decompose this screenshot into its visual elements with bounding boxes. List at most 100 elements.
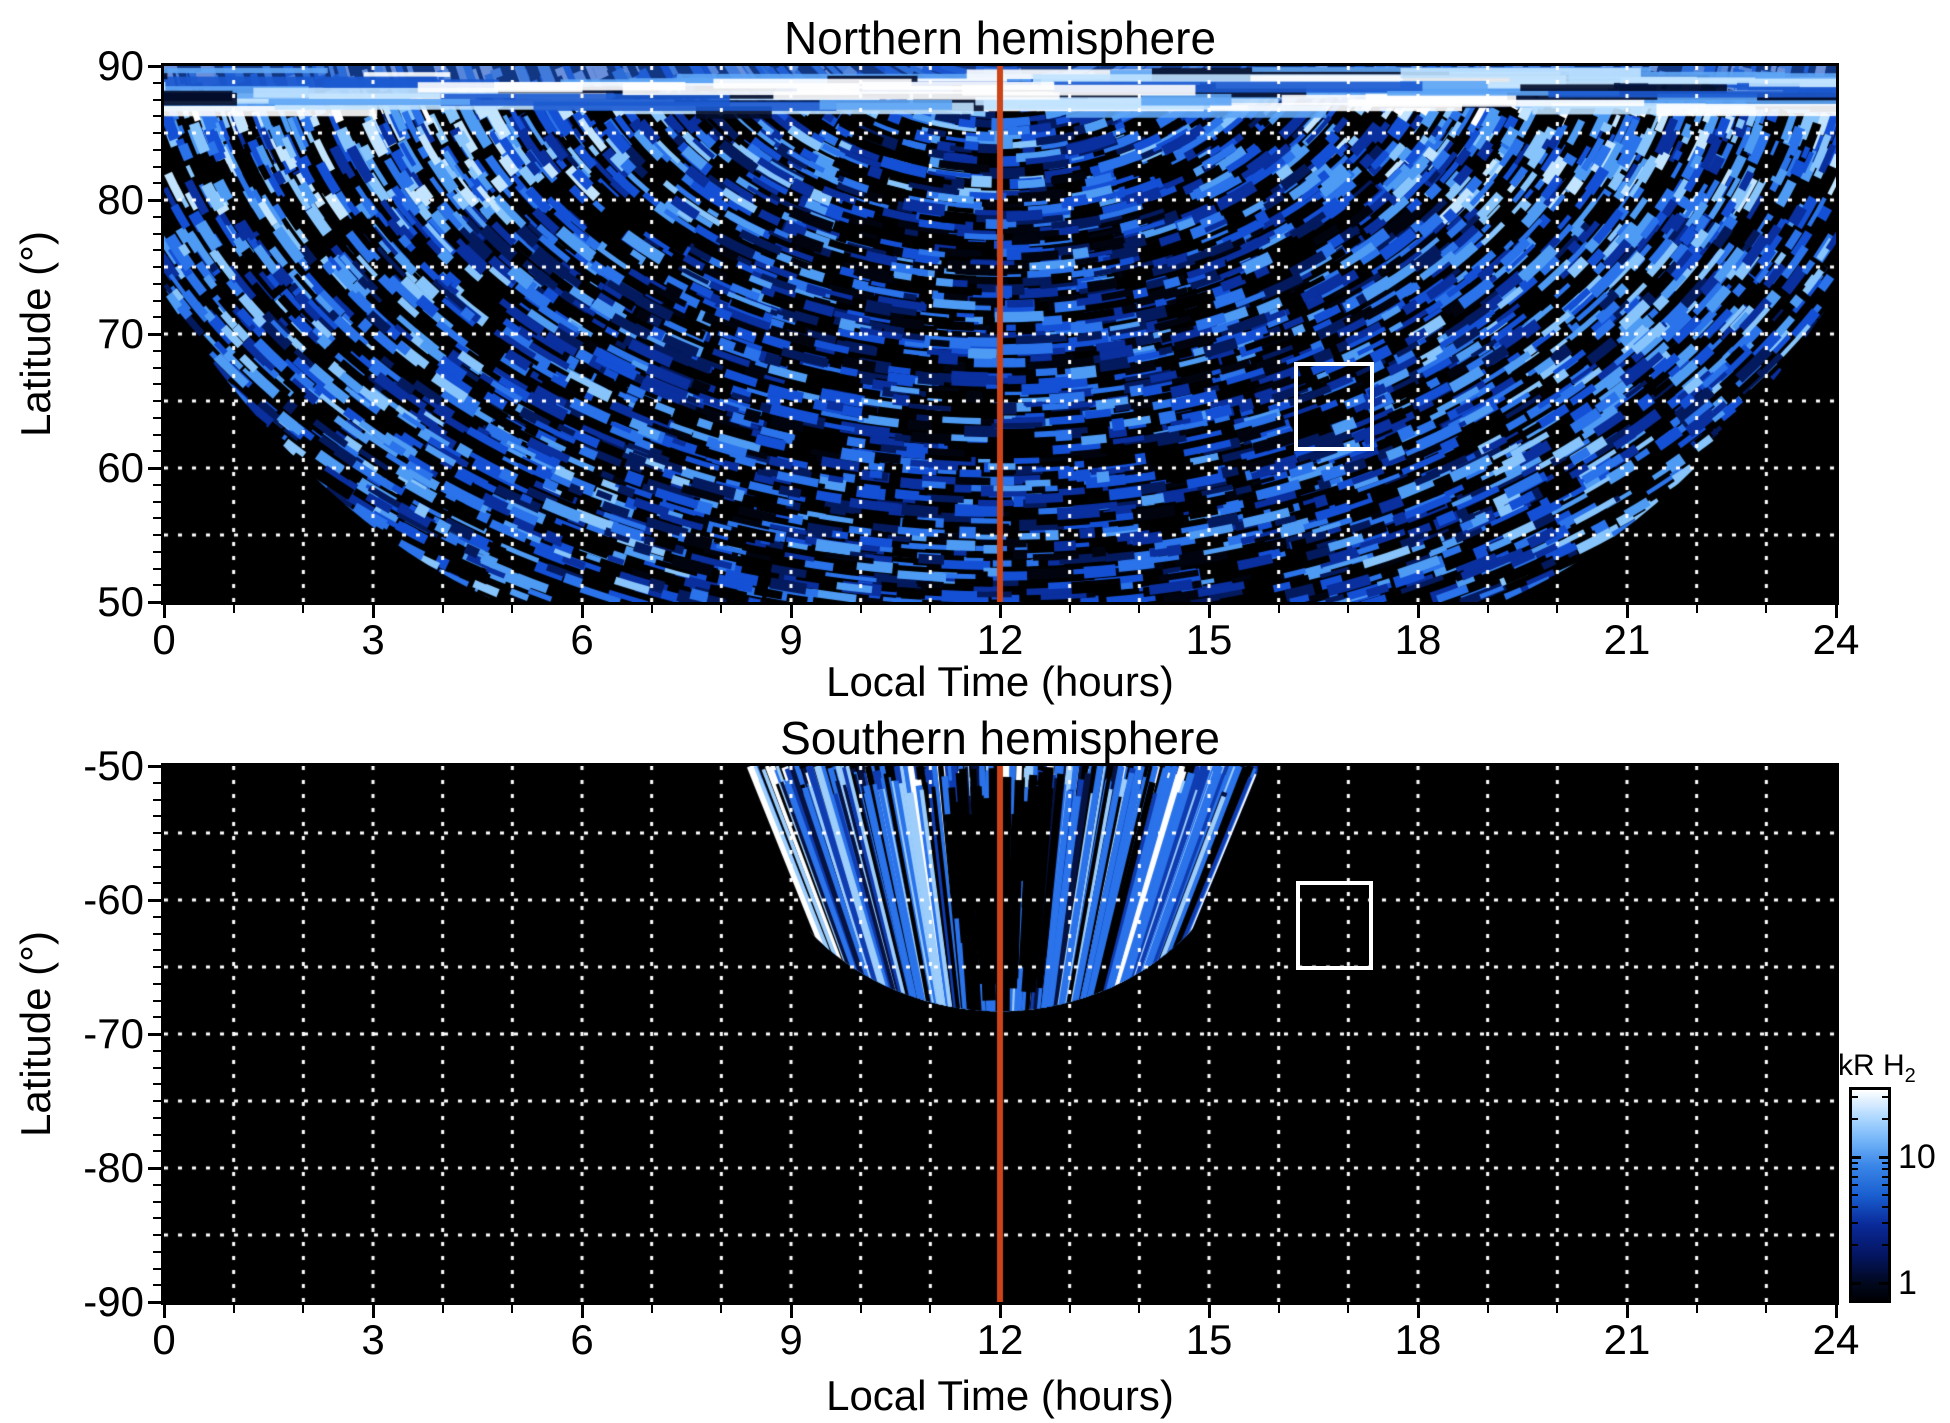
north-y-minor-tick [153, 584, 161, 587]
north-y-minor-tick [153, 500, 161, 503]
colorbar-minor-tick [1852, 1206, 1858, 1209]
south-y-minor-tick [153, 1133, 161, 1136]
south-y-minor-tick [153, 1016, 161, 1019]
south-x-tick-label: 15 [1185, 1316, 1233, 1363]
north-y-minor-tick [153, 433, 161, 436]
north-x-minor-tick [232, 605, 235, 613]
colorbar-minor-tick [1852, 1095, 1858, 1098]
colorbar-minor-tick [1882, 1175, 1888, 1178]
north-x-tick-label: 12 [976, 616, 1024, 663]
north-x-tick [1625, 605, 1629, 618]
colorbar-minor-tick [1852, 1193, 1858, 1196]
north-y-minor-tick [153, 534, 161, 536]
north-x-minor-tick [859, 605, 862, 613]
south-y-tick [148, 1166, 161, 1170]
colorbar-minor-tick [1852, 1175, 1858, 1178]
north-x-tick [371, 605, 375, 618]
north-y-tick [148, 198, 161, 202]
north-y-tick-label: 50 [97, 578, 144, 625]
north-y-minor-tick [153, 383, 161, 386]
north-y-tick [148, 466, 161, 470]
colorbar-minor-tick [1882, 1168, 1888, 1171]
south-y-tick-label: -60 [83, 876, 144, 923]
north-x-tick-label: 6 [570, 616, 594, 663]
south-x-tick-label: 9 [779, 1316, 803, 1363]
north-y-tick-label: 70 [97, 310, 144, 357]
north-plot-area [161, 63, 1839, 605]
south-x-tick [789, 1305, 793, 1318]
south-x-minor-tick [1695, 1305, 1698, 1313]
south-y-minor-tick [153, 1200, 161, 1203]
south-x-tick [1625, 1305, 1629, 1318]
north-x-minor-tick [720, 605, 723, 613]
north-y-minor-tick [153, 81, 161, 84]
north-y-minor-tick [153, 416, 161, 419]
south-y-minor-tick [153, 932, 161, 935]
colorbar-minor-tick [1852, 1183, 1858, 1186]
north-y-minor-tick [153, 266, 161, 268]
south-y-minor-tick [153, 982, 161, 985]
north-x-tick [580, 605, 584, 618]
south-y-minor-tick [153, 1066, 161, 1069]
north-y-minor-tick [153, 232, 161, 235]
south-x-minor-tick [1556, 1305, 1559, 1313]
south-x-tick-label: 24 [1812, 1316, 1860, 1363]
north-x-tick-label: 0 [152, 616, 176, 663]
south-y-minor-tick [153, 832, 161, 834]
north-x-tick [1416, 605, 1420, 618]
south-x-minor-tick [859, 1305, 862, 1313]
colorbar-tick-label-1: 1 [1898, 1264, 1917, 1302]
colorbar-minor-tick [1882, 1221, 1888, 1224]
colorbar-minor-tick [1882, 1118, 1888, 1121]
south-y-minor-tick [153, 882, 161, 885]
north-y-minor-tick [153, 517, 161, 520]
north-y-minor-tick [153, 148, 161, 151]
south-y-tick-label: -90 [83, 1278, 144, 1325]
north-y-tick-label: 90 [97, 42, 144, 89]
south-plot-area [161, 763, 1839, 1305]
south-y-minor-tick [153, 1100, 161, 1102]
north-y-minor-tick [153, 165, 161, 168]
south-y-minor-tick [153, 1083, 161, 1086]
north-panel-title: Northern hemisphere [783, 12, 1217, 64]
north-x-tick [998, 605, 1002, 618]
south-x-minor-tick [1486, 1305, 1489, 1313]
north-y-minor-tick [153, 483, 161, 486]
north-highlight-box [1294, 362, 1374, 451]
south-y-tick-label: -70 [83, 1010, 144, 1057]
north-x-tick-label: 24 [1812, 616, 1860, 663]
colorbar-minor-tick [1882, 1183, 1888, 1186]
colorbar-tick [1879, 1155, 1888, 1159]
north-x-tick-label: 21 [1603, 616, 1651, 663]
north-y-minor-tick [153, 567, 161, 570]
colorbar-minor-tick [1852, 1168, 1858, 1171]
south-y-tick [148, 898, 161, 902]
south-x-minor-tick [1138, 1305, 1141, 1313]
south-x-tick-label: 21 [1603, 1316, 1651, 1363]
south-x-minor-tick [1765, 1305, 1768, 1313]
north-y-tick-label: 60 [97, 444, 144, 491]
north-x-tick-label: 3 [361, 616, 385, 663]
south-x-tick-label: 12 [976, 1316, 1024, 1363]
north-x-tick-label: 15 [1185, 616, 1233, 663]
north-y-minor-tick [153, 550, 161, 553]
south-x-axis-label: Local Time (hours) [826, 1372, 1174, 1419]
south-x-minor-tick [441, 1305, 444, 1313]
north-x-minor-tick [511, 605, 514, 613]
south-y-tick [148, 1300, 161, 1304]
north-y-tick [148, 600, 161, 604]
south-x-minor-tick [929, 1305, 932, 1313]
south-y-minor-tick [153, 1183, 161, 1186]
colorbar-tick [1879, 1281, 1888, 1285]
north-y-tick-label: 80 [97, 176, 144, 223]
colorbar-tick [1852, 1155, 1861, 1159]
south-y-minor-tick [153, 966, 161, 968]
south-y-minor-tick [153, 1217, 161, 1220]
north-y-minor-tick [153, 282, 161, 285]
north-y-tick [148, 332, 161, 336]
south-x-tick [1207, 1305, 1211, 1318]
north-x-minor-tick [1277, 605, 1280, 613]
north-y-minor-tick [153, 316, 161, 319]
south-y-minor-tick [153, 1150, 161, 1153]
